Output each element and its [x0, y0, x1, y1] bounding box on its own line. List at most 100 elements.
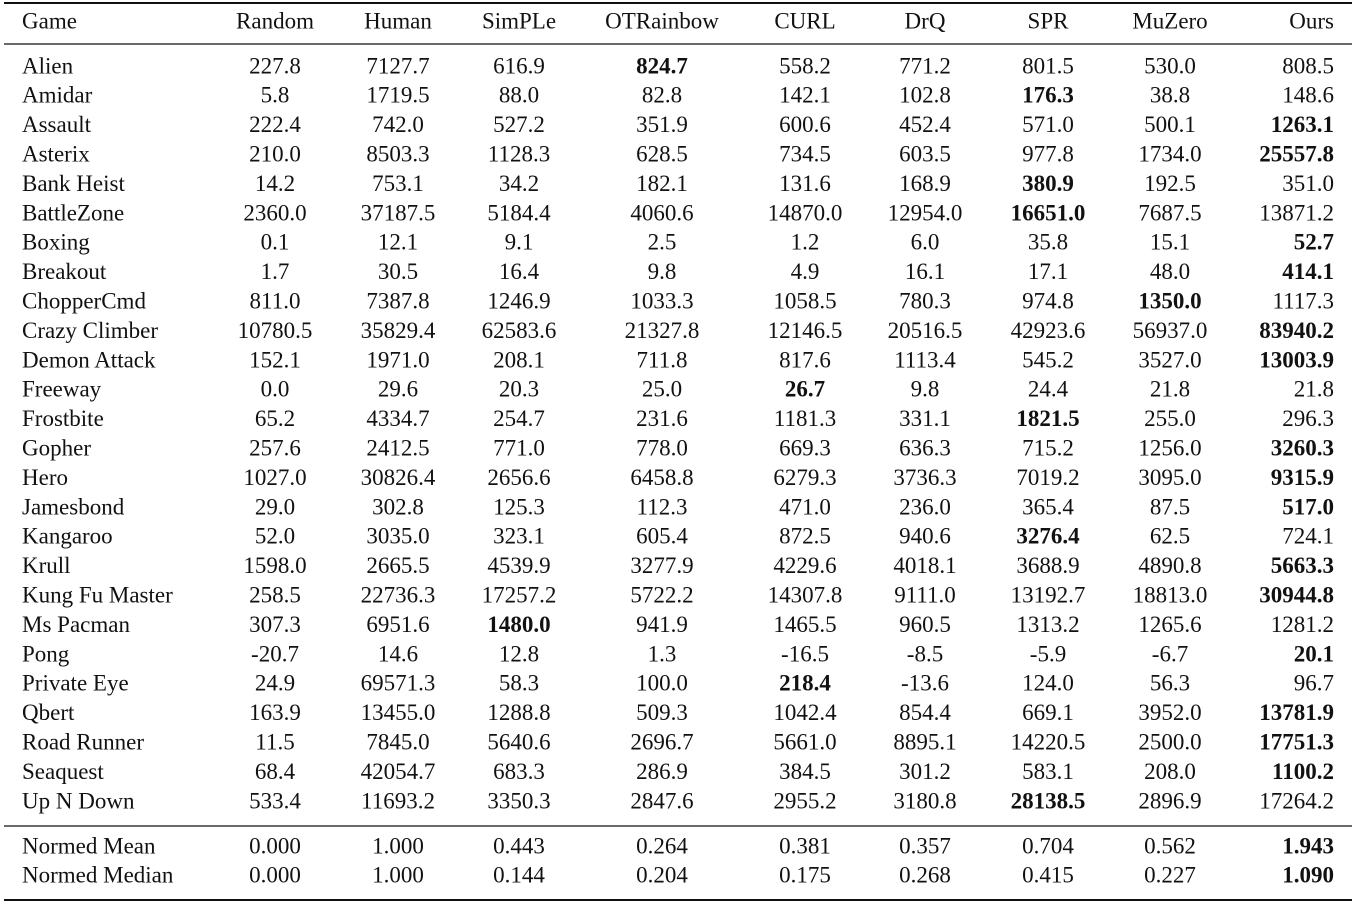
cell: 5663.3	[1271, 553, 1334, 578]
cell: 1265.6	[1138, 612, 1201, 637]
cell: 0.000	[249, 863, 301, 888]
cell: 3350.3	[487, 788, 550, 813]
cell: 351.0	[1282, 171, 1334, 196]
row-label: Kung Fu Master	[22, 582, 173, 607]
cell: 13003.9	[1259, 347, 1334, 372]
cell: 1719.5	[366, 83, 429, 108]
cell: 11.5	[255, 729, 294, 754]
cell: 34.2	[499, 171, 539, 196]
cell: 571.0	[1022, 112, 1074, 137]
cell: 14.6	[378, 641, 418, 666]
cell: 1058.5	[773, 288, 836, 313]
cell: 112.3	[637, 494, 688, 519]
row-label: Jamesbond	[22, 494, 125, 519]
cell: 301.2	[899, 759, 951, 784]
cell: 2955.2	[773, 788, 836, 813]
cell: 5661.0	[773, 729, 836, 754]
cell: 7019.2	[1016, 465, 1079, 490]
cell: 0.204	[636, 863, 688, 888]
column-header: Random	[236, 8, 314, 33]
cell: 88.0	[499, 83, 539, 108]
cell: 87.5	[1150, 494, 1190, 519]
cell: 1281.2	[1271, 612, 1334, 637]
cell: 0.144	[493, 863, 545, 888]
cell: 724.1	[1282, 524, 1334, 549]
cell: 25557.8	[1259, 141, 1334, 166]
cell: 9111.0	[894, 582, 956, 607]
cell: 38.8	[1150, 83, 1190, 108]
cell: 0.443	[493, 833, 545, 858]
cell: 517.0	[1282, 494, 1334, 519]
cell: 1042.4	[773, 700, 837, 725]
cell: 715.2	[1022, 435, 1074, 460]
cell: 56937.0	[1133, 318, 1208, 343]
row-label: Up N Down	[22, 788, 135, 813]
cell: 1350.0	[1138, 288, 1201, 313]
cell: 1480.0	[487, 612, 550, 637]
cell: 231.6	[636, 406, 688, 431]
cell: 9.8	[648, 259, 677, 284]
cell: 14.2	[255, 171, 295, 196]
cell: 4890.8	[1138, 553, 1201, 578]
cell: 2360.0	[243, 200, 306, 225]
cell: 8503.3	[366, 141, 429, 166]
cell: 669.1	[1022, 700, 1074, 725]
cell: 384.5	[779, 759, 831, 784]
cell: 1.2	[791, 230, 820, 255]
cell: 600.6	[779, 112, 831, 137]
cell: 500.1	[1144, 112, 1196, 137]
cell: 17751.3	[1259, 729, 1334, 754]
cell: 0.000	[249, 833, 301, 858]
cell: 14307.8	[768, 582, 843, 607]
cell: 323.1	[493, 524, 545, 549]
cell: 2847.6	[630, 788, 693, 813]
column-header: SimPLe	[482, 8, 556, 33]
cell: -13.6	[901, 671, 949, 696]
cell: 12954.0	[888, 200, 963, 225]
cell: 771.0	[493, 435, 545, 460]
row-label: Alien	[22, 53, 74, 78]
row-label: Crazy Climber	[22, 318, 158, 343]
row-label: Breakout	[22, 259, 107, 284]
cell: 22736.3	[361, 582, 436, 607]
cell: 35.8	[1028, 230, 1068, 255]
cell: 20516.5	[888, 318, 963, 343]
cell: 1.090	[1282, 863, 1334, 888]
cell: 5.8	[261, 83, 290, 108]
cell: 0.415	[1022, 863, 1074, 888]
row-label: Hero	[22, 465, 68, 490]
column-header: CURL	[774, 8, 835, 33]
cell: 380.9	[1022, 171, 1074, 196]
cell: 977.8	[1022, 141, 1074, 166]
cell: 1598.0	[243, 553, 306, 578]
cell: 1181.3	[774, 406, 836, 431]
cell: 16651.0	[1011, 200, 1086, 225]
row-label: Normed Mean	[22, 833, 156, 858]
cell: 21.8	[1150, 377, 1190, 402]
cell: 2500.0	[1138, 729, 1201, 754]
cell: 17.1	[1028, 259, 1068, 284]
cell: 168.9	[899, 171, 951, 196]
cell: 824.7	[636, 53, 688, 78]
cell: 26.7	[785, 377, 825, 402]
cell: 96.7	[1294, 671, 1334, 696]
row-label: Frostbite	[22, 406, 104, 431]
cell: 218.4	[779, 671, 831, 696]
cell: 1971.0	[366, 347, 429, 372]
cell: 6458.8	[630, 465, 693, 490]
row-label: Gopher	[22, 435, 91, 460]
cell: 30944.8	[1259, 582, 1334, 607]
cell: 780.3	[899, 288, 951, 313]
cell: 628.5	[636, 141, 688, 166]
cell: 14220.5	[1011, 729, 1086, 754]
cell: 960.5	[899, 612, 951, 637]
column-header: OTRainbow	[605, 8, 719, 33]
cell: 6.0	[911, 230, 940, 255]
row-label: Road Runner	[22, 729, 144, 754]
cell: 7127.7	[366, 53, 429, 78]
cell: 28138.5	[1011, 788, 1086, 813]
cell: 125.3	[493, 494, 545, 519]
cell: 1113.4	[894, 347, 956, 372]
cell: 18813.0	[1133, 582, 1208, 607]
